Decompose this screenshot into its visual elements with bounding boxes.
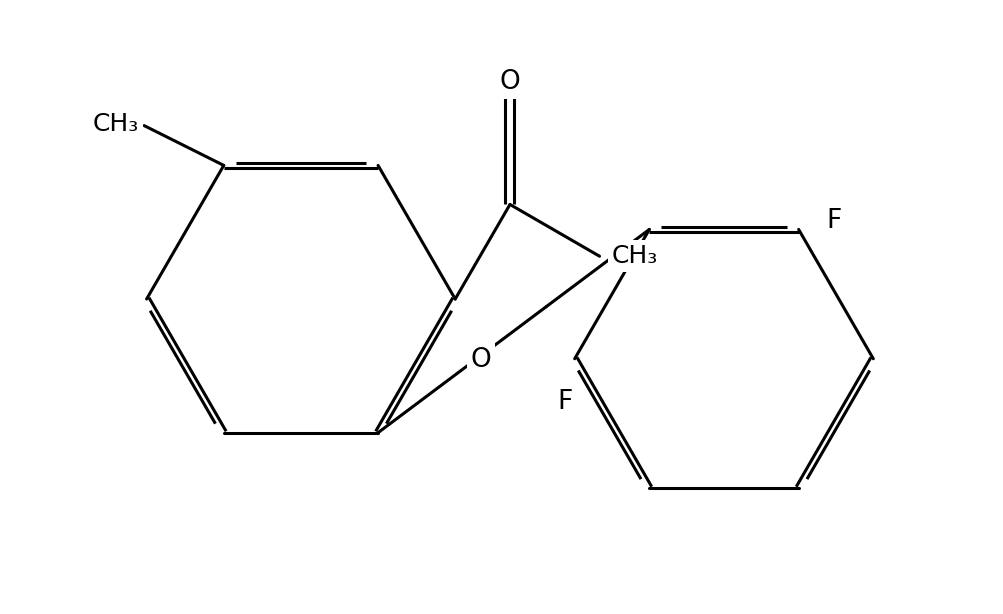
Text: F: F: [825, 209, 841, 235]
Text: O: O: [470, 348, 491, 373]
Text: O: O: [499, 69, 520, 95]
Text: CH₃: CH₃: [93, 112, 139, 136]
Text: CH₃: CH₃: [611, 244, 657, 268]
Text: F: F: [557, 389, 572, 414]
